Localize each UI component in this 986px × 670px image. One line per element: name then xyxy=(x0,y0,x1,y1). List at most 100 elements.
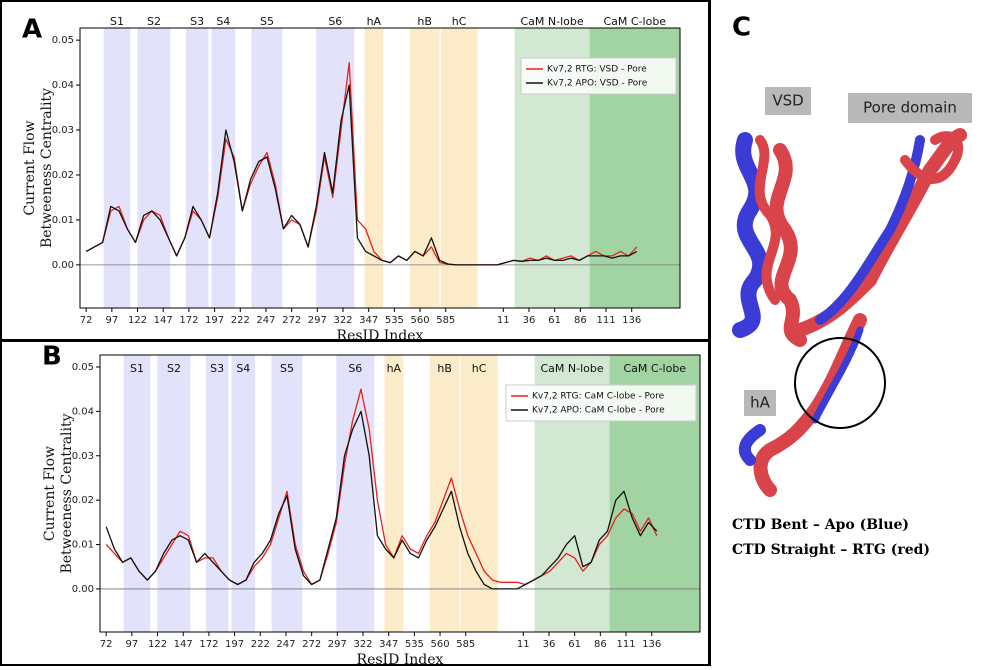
region xyxy=(185,28,209,308)
y-axis-label: Betweeness Centrality xyxy=(39,88,55,248)
x-tick-label: 222 xyxy=(231,315,250,326)
x-tick-label: 72 xyxy=(100,639,113,650)
x-tick-label: 247 xyxy=(276,639,295,650)
x-tick-label: 585 xyxy=(456,639,475,650)
series-line xyxy=(105,410,658,590)
x-tick-label: 97 xyxy=(125,639,138,650)
region-label: hA xyxy=(387,362,402,375)
region-label: hA xyxy=(367,15,382,28)
x-tick-label: 297 xyxy=(328,639,347,650)
highlight-circle xyxy=(794,337,886,429)
region-label: hB xyxy=(417,15,432,28)
x-tick-label: 222 xyxy=(251,639,270,650)
y-tick-label: 0.03 xyxy=(72,451,94,462)
y-tick-label: 0.02 xyxy=(52,170,74,181)
region xyxy=(460,355,498,632)
region-label: CaM N-lobe xyxy=(521,15,584,28)
region-label: CaM C-lobe xyxy=(603,15,666,28)
legend-label: Kv7,2 APO: CaM C-lobe - Pore xyxy=(532,406,665,416)
x-tick-label: 136 xyxy=(642,639,661,650)
x-tick-label: 247 xyxy=(256,315,275,326)
region-label: S3 xyxy=(190,15,204,28)
region xyxy=(157,355,191,632)
x-tick-label: 86 xyxy=(594,639,607,650)
label-box xyxy=(744,390,776,416)
y-axis-label: Current Flow xyxy=(42,446,58,541)
region-label: hC xyxy=(472,362,487,375)
ha-ribbon xyxy=(811,326,864,424)
y-axis-label: Betweeness Centrality xyxy=(59,413,75,573)
x-tick-label: 36 xyxy=(543,639,556,650)
x-tick-label: 585 xyxy=(436,315,455,326)
x-tick-label: 122 xyxy=(128,315,147,326)
region xyxy=(409,28,440,308)
region xyxy=(440,28,478,308)
annotation: Pore domain xyxy=(863,99,957,117)
x-tick-label: 347 xyxy=(359,315,378,326)
x-tick-label: 11 xyxy=(497,315,510,326)
vsd-ribbon xyxy=(732,132,769,338)
x-tick-label: 272 xyxy=(282,315,301,326)
pore-ribbon xyxy=(900,131,964,184)
x-tick-label: 560 xyxy=(411,315,430,326)
region-label: S6 xyxy=(328,15,342,28)
legend-label: Kv7,2 RTG: VSD - Pore xyxy=(547,65,647,75)
region-label: S5 xyxy=(260,15,274,28)
y-tick-label: 0.05 xyxy=(52,35,74,46)
panel-label: B xyxy=(42,342,62,372)
panel-label: C xyxy=(732,13,751,43)
annotation: VSD xyxy=(772,92,803,110)
y-tick-label: 0.03 xyxy=(52,125,74,136)
x-tick-label: 535 xyxy=(385,315,404,326)
ha-ribbon xyxy=(753,313,867,497)
x-tick-label: 197 xyxy=(225,639,244,650)
y-tick-label: 0.01 xyxy=(72,540,94,551)
series-line xyxy=(85,84,638,266)
x-tick-label: 172 xyxy=(179,315,198,326)
region-label: hC xyxy=(452,15,467,28)
label-box xyxy=(765,87,811,115)
protein xyxy=(732,128,967,497)
region xyxy=(205,355,229,632)
x-tick-label: 272 xyxy=(302,639,321,650)
region-label: S2 xyxy=(147,15,161,28)
x-tick-label: 97 xyxy=(105,315,118,326)
region-label: S6 xyxy=(348,362,362,375)
region-label: CaM N-lobe xyxy=(541,362,604,375)
caption: CTD Bent – Apo (Blue) xyxy=(732,517,909,533)
region xyxy=(384,355,404,632)
region xyxy=(231,355,256,632)
x-tick-label: 147 xyxy=(174,639,193,650)
plot-frame xyxy=(79,27,681,309)
y-tick-label: 0.02 xyxy=(72,495,94,506)
x-tick-label: 36 xyxy=(523,315,536,326)
region xyxy=(336,355,375,632)
legend-box xyxy=(520,57,677,95)
region-label: S4 xyxy=(216,15,230,28)
legend-label: Kv7,2 RTG: CaM C-lobe - Pore xyxy=(532,392,665,402)
region-label: S1 xyxy=(110,15,124,28)
y-tick-label: 0.00 xyxy=(72,584,94,595)
region-label: S1 xyxy=(130,362,144,375)
x-tick-label: 535 xyxy=(405,639,424,650)
vsd-ribbon xyxy=(754,135,781,305)
region xyxy=(103,28,131,308)
x-axis-label: ResID Index xyxy=(357,652,444,666)
caption: CTD Straight – RTG (red) xyxy=(732,542,930,558)
y-axis-label: Current Flow xyxy=(22,120,38,215)
region xyxy=(429,355,460,632)
pore-ribbon xyxy=(793,128,967,337)
x-tick-label: 136 xyxy=(622,315,641,326)
x-tick-label: 61 xyxy=(568,639,581,650)
x-tick-label: 111 xyxy=(616,639,635,650)
x-tick-label: 322 xyxy=(333,315,352,326)
x-tick-label: 11 xyxy=(517,639,530,650)
x-tick-label: 172 xyxy=(199,639,218,650)
legend-label: Kv7,2 APO: VSD - Pore xyxy=(547,79,648,89)
x-tick-label: 297 xyxy=(308,315,327,326)
x-tick-label: 197 xyxy=(205,315,224,326)
x-tick-label: 86 xyxy=(574,315,587,326)
region-label: hB xyxy=(437,362,452,375)
x-tick-label: 61 xyxy=(548,315,561,326)
y-tick-label: 0.04 xyxy=(52,80,74,91)
